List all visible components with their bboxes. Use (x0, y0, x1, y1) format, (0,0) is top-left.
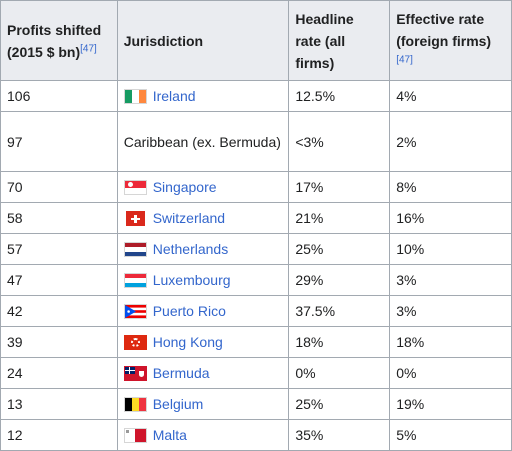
bermuda-flag-icon (123, 366, 147, 381)
header-profits-label: Profits shifted (2015 $ bn) (7, 21, 102, 60)
reference-link[interactable]: [47] (396, 53, 413, 65)
jurisdiction-link[interactable]: Netherlands (152, 241, 229, 257)
header-effective-rate[interactable]: Effective rate (foreign firms) [47] (389, 0, 512, 81)
jurisdiction-link[interactable]: Singapore (152, 179, 217, 195)
jurisdiction-cell: Singapore (116, 171, 290, 203)
profits-cell: 47 (0, 264, 118, 296)
jurisdiction-cell: Luxembourg (116, 264, 290, 296)
headline-rate-cell: 17% (288, 171, 391, 203)
headline-rate-cell: 21% (288, 202, 391, 234)
reference-link[interactable]: [47] (80, 42, 97, 54)
singapore-flag-icon (123, 180, 147, 195)
effective-rate-cell: 3% (389, 295, 512, 327)
table-row: 97 Caribbean (ex. Bermuda) <3% 2% (0, 111, 512, 172)
jurisdiction-link[interactable]: Bermuda (152, 365, 210, 381)
effective-rate-cell: 3% (389, 264, 512, 296)
headline-rate-cell: 25% (288, 388, 391, 420)
table-row: 39 Hong Kong 18% 18% (0, 326, 512, 358)
jurisdiction-cell: Caribbean (ex. Bermuda) (116, 111, 290, 172)
luxembourg-flag-icon (123, 273, 147, 288)
header-headline-label: Headline rate (all firms) (295, 10, 354, 71)
profits-cell: 57 (0, 233, 118, 265)
header-jurisdiction[interactable]: Jurisdiction (116, 0, 290, 81)
effective-rate-cell: 8% (389, 171, 512, 203)
puerto-rico-flag-icon (123, 304, 147, 319)
netherlands-flag-icon (123, 242, 147, 257)
table-header-row: Profits shifted (2015 $ bn)[47] Jurisdic… (0, 0, 512, 81)
header-headline-rate[interactable]: Headline rate (all firms) (288, 0, 391, 81)
table-row: 57 Netherlands 25% 10% (0, 233, 512, 265)
headline-rate-cell: 12.5% (288, 80, 391, 112)
profits-cell: 39 (0, 326, 118, 358)
jurisdiction-cell: Malta (116, 419, 290, 451)
profits-cell: 106 (0, 80, 118, 112)
table-row: 24 Bermuda 0% 0% (0, 357, 512, 389)
profits-cell: 12 (0, 419, 118, 451)
profits-cell: 58 (0, 202, 118, 234)
jurisdiction-cell: Bermuda (116, 357, 290, 389)
jurisdiction-link[interactable]: Switzerland (152, 210, 226, 226)
headline-rate-cell: 37.5% (288, 295, 391, 327)
effective-rate-cell: 19% (389, 388, 512, 420)
effective-rate-cell: 0% (389, 357, 512, 389)
headline-rate-cell: 0% (288, 357, 391, 389)
header-effective-label: Effective rate (foreign firms) (396, 10, 492, 49)
profits-cell: 24 (0, 357, 118, 389)
ireland-flag-icon (123, 89, 147, 104)
headline-rate-cell: <3% (288, 111, 391, 172)
jurisdiction-cell: Hong Kong (116, 326, 290, 358)
header-jurisdiction-label: Jurisdiction (123, 32, 204, 49)
headline-rate-cell: 29% (288, 264, 391, 296)
jurisdiction-link[interactable]: Luxembourg (152, 272, 231, 288)
table-row: 58 Switzerland 21% 16% (0, 202, 512, 234)
belgium-flag-icon (123, 397, 147, 412)
profits-cell: 70 (0, 171, 118, 203)
header-profits-shifted[interactable]: Profits shifted (2015 $ bn)[47] (0, 0, 118, 81)
jurisdiction-link[interactable]: Ireland (152, 88, 196, 104)
malta-flag-icon (123, 428, 147, 443)
profits-cell: 42 (0, 295, 118, 327)
headline-rate-cell: 18% (288, 326, 391, 358)
effective-rate-cell: 5% (389, 419, 512, 451)
jurisdiction-cell: Switzerland (116, 202, 290, 234)
jurisdiction-link[interactable]: Malta (152, 427, 187, 443)
effective-rate-cell: 18% (389, 326, 512, 358)
switzerland-flag-icon (125, 211, 145, 226)
table-row: 42 Puerto Rico 37.5% 3% (0, 295, 512, 327)
effective-rate-cell: 10% (389, 233, 512, 265)
table-row: 106 Ireland 12.5% 4% (0, 80, 512, 112)
effective-rate-cell: 16% (389, 202, 512, 234)
jurisdiction-cell: Ireland (116, 80, 290, 112)
jurisdiction-link[interactable]: Puerto Rico (152, 303, 226, 319)
jurisdiction-cell: Netherlands (116, 233, 290, 265)
effective-rate-cell: 4% (389, 80, 512, 112)
profits-cell: 97 (0, 111, 118, 172)
jurisdiction-link[interactable]: Belgium (152, 396, 204, 412)
jurisdiction-cell: Belgium (116, 388, 290, 420)
hong-kong-flag-icon (123, 335, 147, 350)
headline-rate-cell: 25% (288, 233, 391, 265)
table-row: 12 Malta 35% 5% (0, 419, 512, 451)
jurisdiction-link[interactable]: Hong Kong (152, 334, 223, 350)
table-row: 70 Singapore 17% 8% (0, 171, 512, 203)
effective-rate-cell: 2% (389, 111, 512, 172)
table-row: 47 Luxembourg 29% 3% (0, 264, 512, 296)
headline-rate-cell: 35% (288, 419, 391, 451)
profits-cell: 13 (0, 388, 118, 420)
table-row: 13 Belgium 25% 19% (0, 388, 512, 420)
jurisdiction-cell: Puerto Rico (116, 295, 290, 327)
